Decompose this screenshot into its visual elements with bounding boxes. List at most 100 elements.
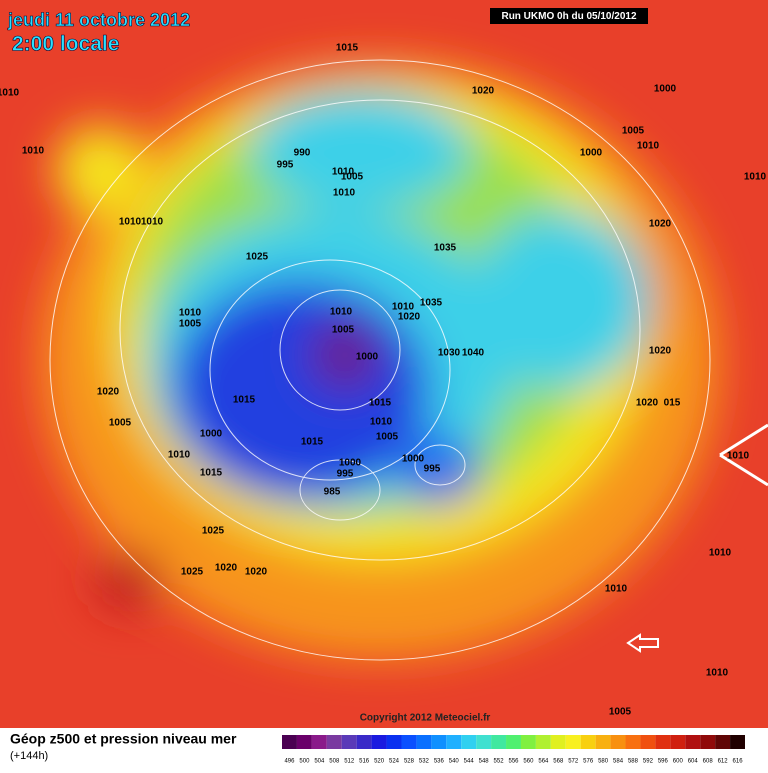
scale-label: 532 [419,759,430,765]
isobar-label: 995 [277,160,294,171]
isobar-label: 1025 [181,567,204,578]
isobar-label: 1005 [609,707,632,718]
scale-swatch [431,735,447,749]
legend-title: Géop z500 et pression niveau mer [10,731,237,747]
scale-swatch [565,735,581,749]
run-box [490,8,648,24]
scale-label: 512 [344,759,355,765]
isobar-label: 1010 [330,307,353,318]
isobar-label: 1010 [744,172,767,183]
scale-label: 540 [449,759,460,765]
isobar-label: 1000 [580,148,603,159]
isobar-label: 1000 [356,352,379,363]
scale-swatch [715,735,731,749]
legend-subtitle: (+144h) [10,750,48,762]
scale-swatch [625,735,641,749]
scale-label: 508 [329,759,340,765]
scale-swatch [311,735,327,749]
scale-label: 544 [464,759,475,765]
isobar-label: 1015 [301,437,324,448]
isobar-label: 1010 [332,167,355,178]
scale-swatch [655,735,671,749]
scale-swatch [670,735,686,749]
scale-label: 552 [494,759,505,765]
isobar-label: 1015 [369,398,392,409]
scale-label: 600 [673,759,684,765]
scale-swatch [371,735,387,749]
scale-label: 560 [523,759,534,765]
scale-label: 500 [299,759,310,765]
isobar-label: 1020 [472,86,495,97]
scale-label: 580 [598,759,609,765]
isobar-label: 995 [424,464,441,475]
isobar-label: 995 [337,469,354,480]
isobar-label: 1020 [97,387,120,398]
isobar-label: 1010 [706,668,729,679]
scale-swatch [610,735,626,749]
isobar-label: 1005 [622,126,645,137]
isobar-label: 1010 [727,451,750,462]
scale-swatch [580,735,596,749]
isobar-label: 1020 [649,219,672,230]
isobar-label: 1010 [333,188,356,199]
scale-swatch [386,735,402,749]
run: Run UKMO 0h du 05/10/2012 [501,11,636,22]
isobar-label: 1020 [215,563,238,574]
isobar-label: 1020 [398,312,421,323]
scale-label: 524 [389,759,400,765]
isobar-label: 1025 [202,526,225,537]
scale-swatch [595,735,611,749]
scale-label: 556 [508,759,519,765]
scale-swatch [730,735,745,749]
isobar-label: 1005 [179,319,202,330]
scale-label: 592 [643,759,654,765]
isobar-label: 1010 [0,88,20,99]
isobar-label: 1035 [434,243,457,254]
isobar-label: 1010 [370,417,393,428]
scale-label: 608 [703,759,714,765]
scale-swatch [401,735,417,749]
scale-swatch [461,735,477,749]
isobar-label: 1025 [246,252,269,263]
isobar-label: 1010 [605,584,628,595]
scale-label: 564 [538,759,549,765]
scale-swatch [446,735,462,749]
isobar-label: 1015 [233,395,256,406]
isobar-label: 1020 [649,346,672,357]
scale-swatch [700,735,716,749]
date: jeudi 11 octobre 2012 [7,10,190,30]
isobar-label: 1005 [376,432,399,443]
isobar-label: 1010 [168,450,191,461]
scale-label: 528 [404,759,415,765]
scale-swatch [326,735,342,749]
scale-label: 604 [688,759,699,765]
isobar-label: 1000 [402,454,425,465]
scale-label: 596 [658,759,669,765]
isobar-label: 1000 [339,458,362,469]
isobar-label: 1015 [200,468,223,479]
time: 2:00 locale [12,33,119,56]
scale-label: 548 [479,759,490,765]
isobar-label: 1035 [420,298,443,309]
isobar-label: 1005 [109,418,132,429]
isobar-label: 1010 [179,308,202,319]
isobar-label: 1005 [332,325,355,336]
isobar-label: 1005 [341,172,364,183]
scale-swatch [520,735,536,749]
isobar-label: 1030 [438,348,461,359]
map [0,0,768,728]
scale-label: 520 [374,759,385,765]
scale-swatch [341,735,357,749]
scale-label: 588 [628,759,639,765]
scale-swatch [550,735,566,749]
isobar-label: 1010 [141,217,164,228]
isobar-label: 1000 [200,429,223,440]
isobar-labels: 1015102010001010101010051010990995100010… [0,43,767,718]
scale-label: 504 [314,759,325,765]
scale-swatch [506,735,521,749]
isobar-label: 1020 [245,567,268,578]
scale-label: 584 [613,759,624,765]
scale-label: 572 [568,759,579,765]
isobar-label: 1010 [119,217,142,228]
